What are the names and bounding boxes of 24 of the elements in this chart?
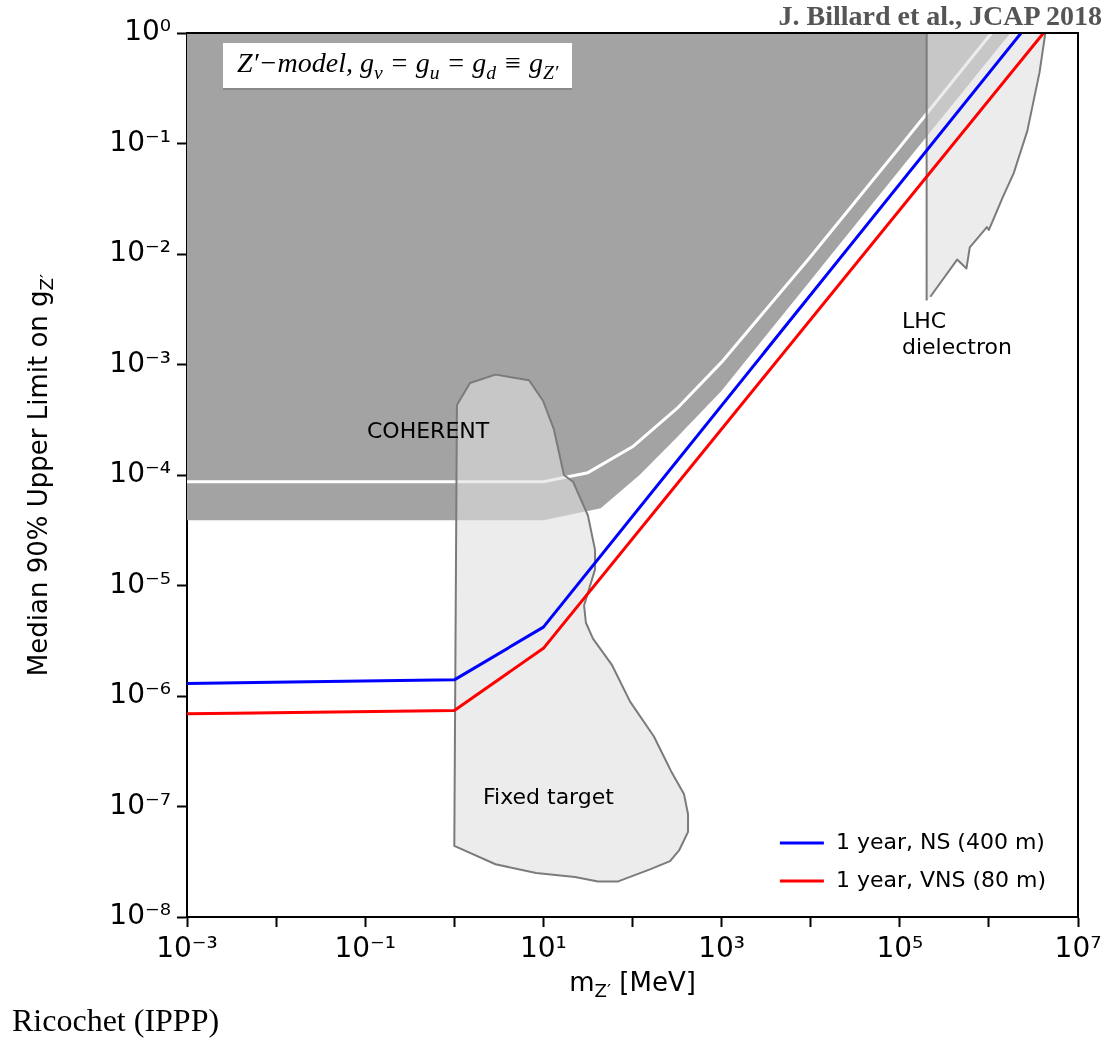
x-tick-label: 10³ [698, 931, 746, 965]
y-tick-label: 10⁻⁴ [109, 456, 171, 490]
annotation: LHC dielectron [902, 308, 1012, 360]
x-tick-label: 10⁷ [1054, 931, 1102, 965]
legend-label: 1 year, VNS (80 m) [835, 866, 1046, 892]
x-tick-label: 10¹ [519, 931, 567, 965]
x-tick-label: 10⁵ [876, 931, 924, 965]
annotation: Fixed target [483, 784, 614, 809]
x-tick-label: 10⁻¹ [334, 931, 397, 965]
y-tick-label: 10⁻² [109, 235, 171, 269]
y-tick-label: 10⁻⁵ [109, 566, 171, 600]
legend-label: 1 year, NS (400 m) [835, 828, 1045, 854]
y-tick-label: 10⁻¹ [109, 124, 171, 158]
y-tick-label: 10⁻⁸ [109, 898, 171, 932]
x-axis-title: m$_{Z′}$ [MeV] [569, 967, 696, 1002]
x-tick-label: 10⁻³ [156, 931, 218, 965]
y-tick-label: 10⁻⁶ [109, 677, 171, 711]
y-tick-label: 10⁰ [124, 14, 171, 48]
annotation: Z′−model, g$_{ν}$ = g$_{u}$ = g$_{d}$ ≡ g$_{Z′}$ [223, 43, 573, 88]
annotation: COHERENT [367, 418, 490, 443]
text: Ricochet (IPPP) [12, 1002, 220, 1039]
y-tick-label: 10⁻⁷ [109, 787, 171, 821]
y-tick-label: 10⁻³ [109, 345, 171, 379]
chart-title: J. Billard et al., JCAP 2018 [778, 0, 1102, 32]
